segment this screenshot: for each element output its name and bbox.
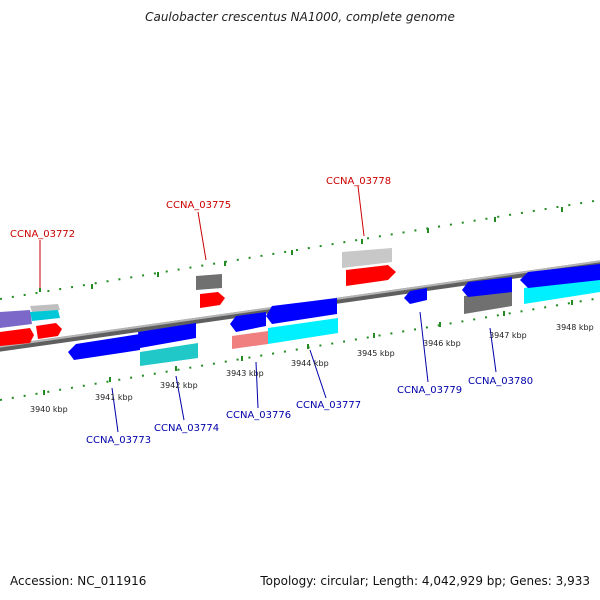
- gene-label: CCNA_03776: [226, 410, 291, 421]
- forward-features: [0, 248, 600, 346]
- gene-feature: [30, 310, 60, 321]
- gene-label: CCNA_03772: [10, 229, 75, 240]
- gene-label: CCNA_03774: [154, 423, 219, 434]
- gene-feature: [268, 318, 338, 344]
- gene-feature: [196, 274, 222, 290]
- gene-label: CCNA_03779: [397, 385, 462, 396]
- gene-feature: [520, 264, 600, 288]
- tick-label: 3943 kbp: [226, 369, 264, 378]
- tick-label: 3942 kbp: [160, 381, 198, 390]
- tick-labels: 3940 kbp 3941 kbp 3942 kbp 3943 kbp 3944…: [30, 323, 594, 414]
- gene-label: CCNA_03778: [326, 176, 391, 187]
- topology-text: Topology: circular; Length: 4,042,929 bp…: [260, 574, 590, 588]
- gene-feature: [138, 323, 196, 348]
- tick-label: 3948 kbp: [556, 323, 594, 332]
- leader-line: [357, 185, 365, 237]
- gene-feature: [36, 323, 62, 339]
- accession-text: Accession: NC_011916: [10, 574, 147, 588]
- gene-feature: [266, 298, 337, 324]
- reverse-features: [68, 264, 600, 366]
- gene-label: CCNA_03780: [468, 376, 533, 387]
- leader-line: [111, 387, 119, 433]
- gene-feature: [232, 331, 268, 349]
- gene-feature: [0, 328, 34, 346]
- gene-label: CCNA_03773: [86, 435, 151, 446]
- gene-feature: [404, 288, 427, 304]
- gene-feature: [524, 278, 600, 304]
- leader-line: [309, 349, 327, 399]
- gene-feature: [346, 265, 396, 286]
- tick-label: 3945 kbp: [357, 349, 395, 358]
- gene-labels: CCNA_03772 CCNA_03775 CCNA_03778 CCNA_03…: [10, 176, 533, 446]
- leader-line: [197, 211, 207, 261]
- gene-feature: [30, 304, 60, 312]
- tick-label: 3941 kbp: [95, 393, 133, 402]
- tick-label: 3946 kbp: [423, 339, 461, 348]
- label-leaders: [39, 185, 497, 433]
- gene-feature: [230, 312, 266, 332]
- gene-feature: [0, 310, 32, 328]
- gene-feature: [342, 248, 392, 268]
- leader-line: [175, 375, 185, 421]
- tick-label: 3947 kbp: [489, 331, 527, 340]
- gene-feature: [140, 343, 198, 366]
- tick-label: 3940 kbp: [30, 405, 68, 414]
- leader-line: [419, 311, 429, 383]
- gene-feature: [462, 277, 512, 297]
- gene-feature: [200, 292, 225, 308]
- tick-label: 3944 kbp: [291, 359, 329, 368]
- map-title: Caulobacter crescentus NA1000, complete …: [145, 10, 455, 24]
- leader-line: [489, 327, 497, 373]
- gene-feature: [68, 334, 140, 360]
- major-ticks: [39, 207, 573, 395]
- gene-label: CCNA_03777: [296, 400, 361, 411]
- leader-line: [255, 361, 259, 409]
- gene-label: CCNA_03775: [166, 200, 231, 211]
